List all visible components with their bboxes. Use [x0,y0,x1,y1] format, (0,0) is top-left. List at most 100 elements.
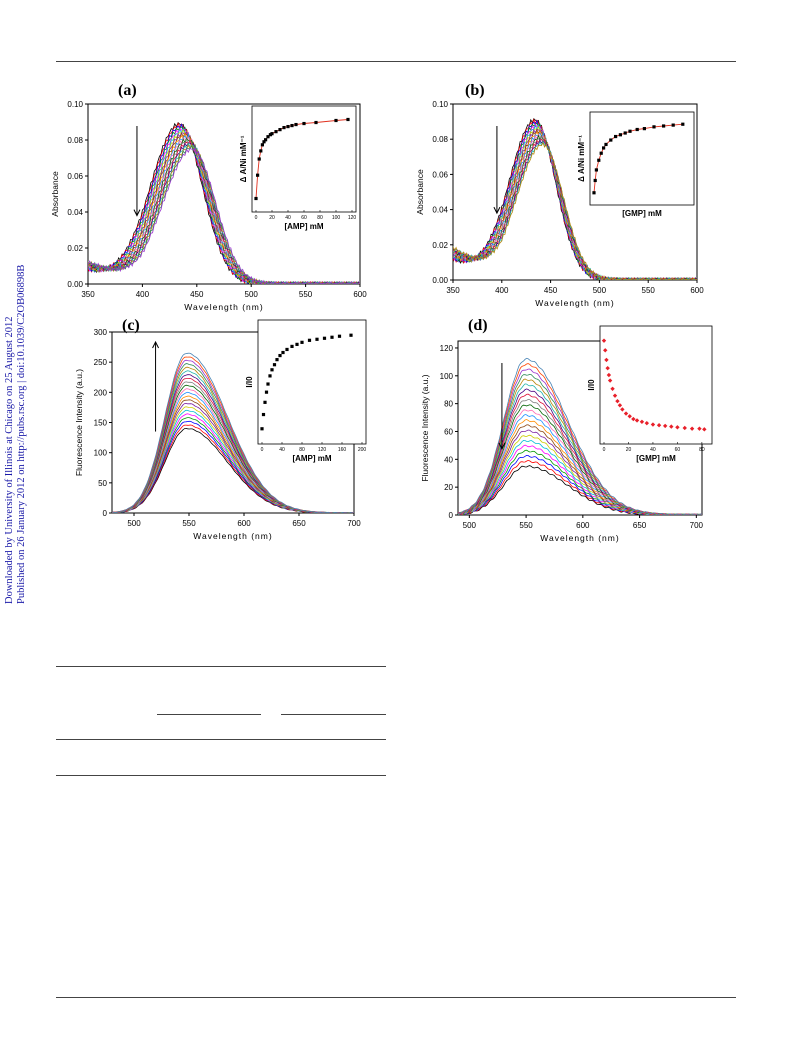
x-tick-label: 400 [136,290,150,299]
plot-frame [87,103,361,285]
y-tick-label: 100 [440,372,454,381]
chart-panel-1: 350 400 450 500 550 6000.000.020.040.060.080.… [50,82,367,312]
inset-x-axis-label: [AMP] mM [284,222,323,231]
inset-x-tick-label: 80 [699,447,705,453]
table-rule-top [56,666,386,667]
inset-x-tick-label: 160 [338,447,347,453]
inset-point [689,426,695,431]
y-tick-label: 120 [440,344,454,353]
top-rule [56,61,736,62]
inset-point [260,143,264,147]
inset-y-axis-label: Δ A/Ni mM⁻¹ [239,135,248,182]
panel-label: (a) [118,82,137,99]
x-tick-label: 700 [347,519,361,528]
x-tick-label: 550 [519,521,533,530]
y-axis-label: Fluorescence Intensity (a.u.) [420,374,430,481]
y-tick-label: 50 [98,479,107,488]
inset-point [264,138,268,142]
inset-x-tick-label: 120 [348,215,357,221]
inset-point [597,158,601,162]
inset-x-tick-label: 80 [299,447,305,453]
y-tick-label: 0.04 [67,208,83,217]
table-rule-bottom [56,775,386,776]
arrow-down-icon [493,126,501,215]
x-axis-label: Wavelength (nm) [540,533,619,543]
x-tick-label: 500 [463,521,477,530]
spectrum-curve [458,439,702,515]
spectrum-curve [458,357,702,515]
inset-x-tick-label: 120 [318,447,327,453]
inset-point [262,140,266,144]
inset-point [266,382,270,386]
inset-x-axis-label: [AMP] mM [292,454,331,463]
inset-point [662,423,668,429]
inset-plot: 0 40 80 120 160 200 [AMP] mM I/I0 [245,319,367,463]
inset-point [290,123,294,128]
inset-point [642,127,646,131]
x-tick-label: 550 [182,519,196,528]
inset-point [620,407,625,412]
y-tick-label: 0.06 [432,170,448,179]
chart-panel-3: 500 550 600 650 700 0 50 100 150 200 250 300 Wavelen… [74,317,367,541]
inset-x-axis-label: [GMP] mM [636,454,676,463]
inset-point [266,135,270,139]
inset-plot: [GMP] mM Δ A/Ni mM⁻¹ [577,111,695,218]
spectrum-curve [112,352,354,513]
spectrum-curve [88,147,360,284]
y-tick-label: 0.06 [67,172,83,181]
spectra-group [453,118,697,280]
x-tick-label: 600 [576,521,590,530]
inset-x-tick-label: 20 [269,215,275,221]
y-tick-label: 300 [94,328,108,337]
inset-x-tick-label: 0 [603,447,606,453]
download-notice: Downloaded by University of Illinois at … [4,265,27,604]
x-tick-label: 650 [633,521,647,530]
inset-point [282,125,286,130]
inset-point [623,411,629,416]
x-axis-label: Wavelength (nm) [535,298,614,308]
arrow-down-icon [498,363,506,450]
inset-point [330,335,334,339]
inset-x-tick-label: 100 [332,215,341,221]
inset-point [307,338,312,342]
inset-point [278,128,282,132]
inset-x-tick-label: 0 [255,215,258,221]
inset-frame [589,111,695,206]
y-axis-label: Absorbance [415,169,425,215]
x-tick-label: 450 [190,290,204,299]
inset-point [604,357,609,363]
plot-frame [452,103,698,281]
spectrum-curve [88,134,360,284]
inset-point [592,191,596,195]
x-axis-label: Wavelength (nm) [193,531,272,541]
inset-x-tick-label: 60 [301,215,307,221]
inset-x-tick-label: 200 [358,447,367,453]
inset-point [702,427,707,432]
inset-x-tick-label: 0 [261,447,264,453]
inset-point [294,122,298,127]
chart-panel-4: 500 550 600 650 700020406080100120Wavelength… [420,317,713,543]
inset-point [334,118,338,123]
inset-point [615,398,620,404]
inset-point [681,122,685,126]
inset-point [278,353,282,358]
x-tick-label: 500 [593,286,607,295]
table-rule-sub-right [281,714,386,715]
inset-point [612,393,618,398]
inset-point [594,168,598,172]
inset-point [675,425,680,430]
inset-point [602,146,606,150]
x-tick-label: 600 [690,286,704,295]
panel-label: (d) [468,317,488,334]
inset-y-axis-label: Δ A/Ni mM⁻¹ [577,135,586,182]
inset-plot: 0 20 40 60 80 100 120 [AMP] mM Δ A/Ni mM⁻¹ [239,105,357,231]
inset-point [346,117,350,122]
inset-point [281,350,285,355]
inset-point [275,358,279,362]
inset-point [290,344,294,349]
published-line: Published on 26 January 2012 on http://p… [16,265,27,604]
inset-point [635,127,639,132]
inset-point [261,412,266,417]
inset-point [274,130,278,134]
